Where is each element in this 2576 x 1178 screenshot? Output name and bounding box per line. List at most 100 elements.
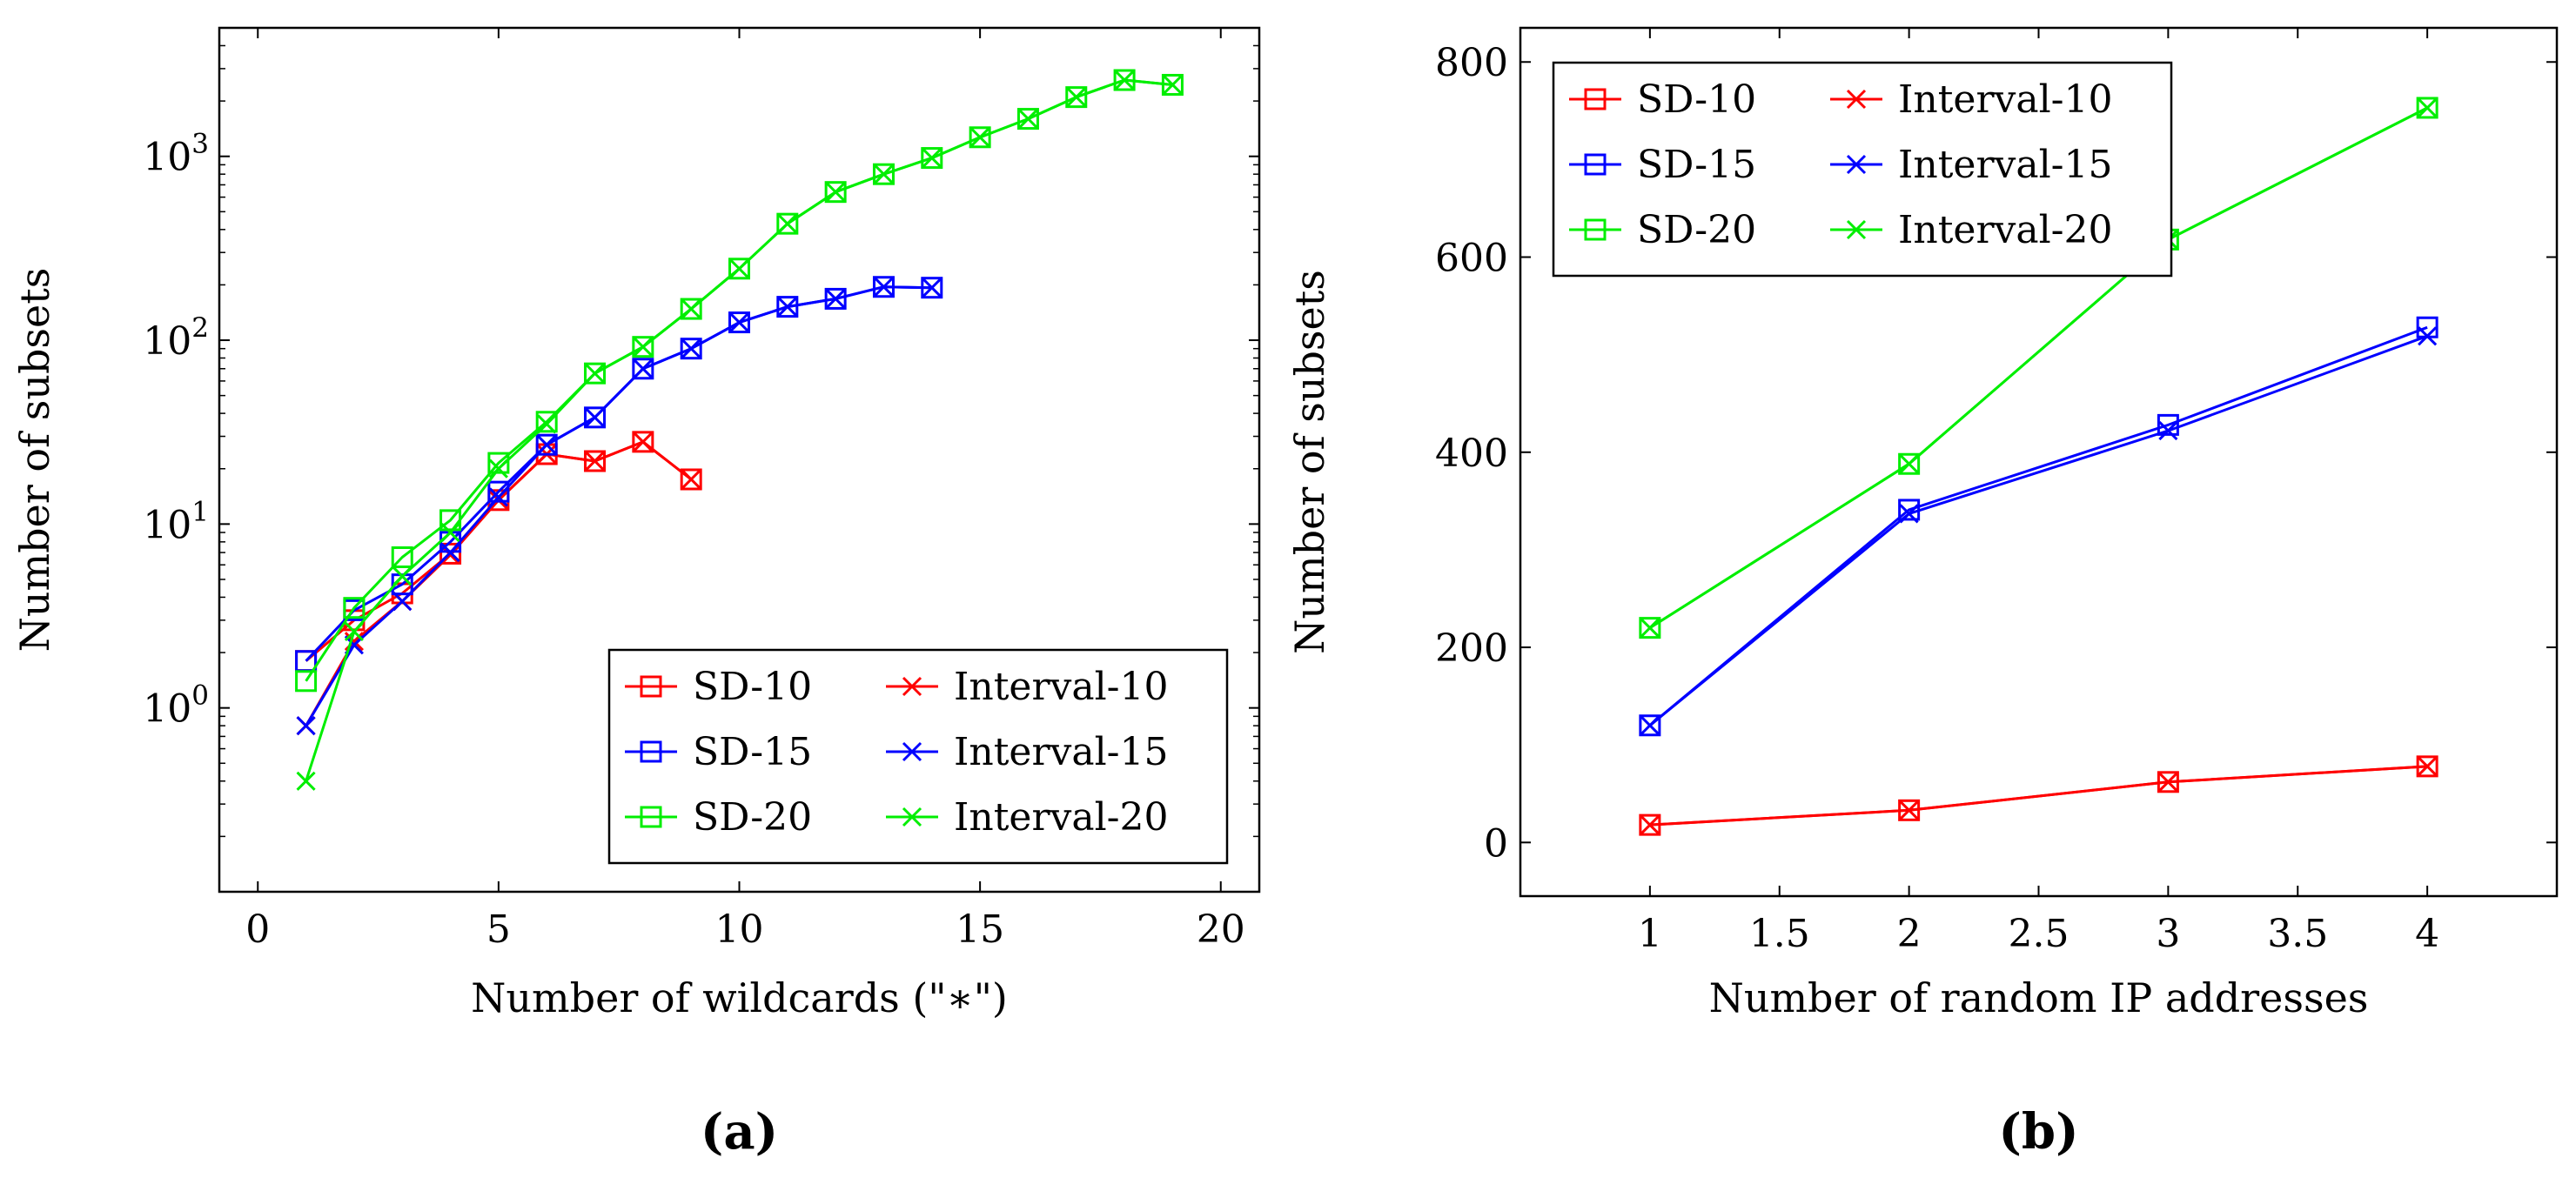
marker-cross-c1-s3-p3 bbox=[2418, 326, 2438, 346]
x-tick-label-1-0: 1 bbox=[1638, 912, 1662, 956]
y-tick-label-1-4: 800 bbox=[1435, 41, 1508, 85]
legend-label-sd-15: SD-15 bbox=[1637, 143, 1756, 187]
marker-cross-c0-s5-p8 bbox=[681, 298, 701, 319]
marker-cross-c0-s5-p15 bbox=[1018, 109, 1038, 129]
marker-square-c0-s4-p14 bbox=[969, 126, 991, 149]
marker-cross-c0-s3-plegend bbox=[902, 741, 922, 762]
y-tick-label-1-2: 400 bbox=[1435, 432, 1508, 476]
marker-cross-c0-s5-p12 bbox=[874, 164, 894, 184]
x-tick-label-0-3: 15 bbox=[956, 907, 1004, 952]
marker-cross-c0-s5-p7 bbox=[633, 337, 653, 357]
marker-square-c0-s4-p4 bbox=[487, 452, 510, 474]
x-tick-label-1-5: 3.5 bbox=[2267, 912, 2328, 956]
marker-cross-c0-s5-p16 bbox=[1066, 87, 1086, 107]
marker-cross-c0-s5-p6 bbox=[585, 364, 605, 384]
y-tick-label-0-0: 100 bbox=[143, 680, 209, 732]
marker-square-c0-s4-p0 bbox=[295, 670, 318, 693]
marker-cross-c0-s3-p4 bbox=[488, 487, 508, 507]
marker-square-c0-s4-plegend bbox=[640, 806, 662, 828]
marker-square-c1-s4-p3 bbox=[2416, 97, 2438, 119]
marker-cross-c0-s1-p7 bbox=[633, 432, 653, 452]
marker-square-c0-s4-p10 bbox=[776, 212, 799, 235]
marker-cross-c1-s5-p3 bbox=[2418, 97, 2438, 118]
legend-label-sd-20: SD-20 bbox=[1637, 208, 1756, 252]
y-tick-label-1-3: 600 bbox=[1435, 237, 1508, 281]
marker-cross-c0-s3-p6 bbox=[585, 407, 605, 427]
legend-label-sd-20: SD-20 bbox=[693, 795, 812, 840]
marker-cross-c0-s5-p14 bbox=[970, 127, 990, 147]
marker-square-c0-s0-p7 bbox=[632, 431, 654, 453]
marker-cross-c0-s3-p13 bbox=[922, 278, 942, 298]
y-tick-label-0-2: 102 bbox=[143, 312, 209, 364]
marker-cross-c0-s5-p13 bbox=[922, 148, 942, 168]
marker-square-c1-s0-plegend bbox=[1584, 88, 1607, 110]
x-tick-label-0-1: 5 bbox=[486, 907, 511, 952]
marker-cross-c0-s5-p10 bbox=[777, 214, 797, 234]
marker-square-c0-s2-plegend bbox=[640, 740, 662, 763]
marker-square-c0-s4-p16 bbox=[1065, 86, 1088, 109]
marker-square-c0-s4-p8 bbox=[680, 298, 702, 320]
marker-square-c1-s2-plegend bbox=[1584, 153, 1607, 176]
y-tick-label-1-1: 200 bbox=[1435, 626, 1508, 671]
marker-square-c0-s4-p13 bbox=[921, 147, 943, 170]
x-tick-label-1-3: 2.5 bbox=[2009, 912, 2070, 956]
marker-square-c1-s2-p2 bbox=[2157, 413, 2179, 436]
marker-square-c1-s2-p0 bbox=[1639, 714, 1661, 737]
marker-cross-c0-s5-p2 bbox=[392, 566, 413, 586]
chart-panel-b: 1 1.5 2 2.5 3 3.5 4 0 200 400 600 800 SD-10 Interval-… bbox=[1286, 26, 2559, 1161]
legend-label-sd-15: SD-15 bbox=[693, 730, 812, 774]
legend-label-interval-20: Interval-20 bbox=[954, 795, 1169, 840]
marker-square-c0-s0-p8 bbox=[680, 468, 702, 491]
marker-cross-c1-s1-p2 bbox=[2158, 772, 2178, 792]
marker-cross-c0-s5-plegend bbox=[902, 807, 922, 827]
marker-cross-c0-s3-p2 bbox=[392, 592, 413, 612]
marker-cross-c0-s3-p3 bbox=[440, 543, 460, 563]
y-axis-label-0: Number of subsets bbox=[11, 268, 58, 653]
marker-cross-c0-s3-p8 bbox=[681, 338, 701, 358]
marker-square-c0-s2-p11 bbox=[824, 287, 847, 310]
marker-cross-c0-s1-p3 bbox=[440, 545, 460, 565]
marker-square-c0-s2-p10 bbox=[776, 296, 799, 318]
marker-cross-c0-s5-p5 bbox=[537, 414, 557, 434]
chart-panel-a: 0 5 10 15 20 100 101 102 103 SD-10 Interval-10 SD-1… bbox=[11, 26, 1261, 1161]
series-line-interval-20 bbox=[1649, 106, 2428, 629]
marker-square-c0-s4-p5 bbox=[535, 411, 558, 433]
marker-cross-c1-s3-p0 bbox=[1640, 715, 1660, 735]
x-tick-label-1-1: 1.5 bbox=[1749, 912, 1810, 956]
marker-cross-c1-s5-p0 bbox=[1640, 618, 1660, 638]
marker-cross-c0-s5-p9 bbox=[729, 258, 749, 278]
marker-cross-c0-s5-p3 bbox=[440, 522, 460, 543]
marker-square-c0-s0-p3 bbox=[439, 542, 462, 565]
marker-square-c1-s4-p1 bbox=[1898, 452, 1921, 475]
marker-cross-c0-s5-p11 bbox=[826, 182, 846, 202]
marker-cross-c0-s3-p12 bbox=[874, 277, 894, 297]
marker-cross-c1-s3-plegend bbox=[1846, 154, 1867, 175]
marker-square-c0-s4-p11 bbox=[824, 181, 847, 204]
x-tick-label-0-4: 20 bbox=[1197, 907, 1245, 952]
legend-label-sd-10: SD-10 bbox=[1637, 77, 1756, 122]
marker-cross-c1-s5-p1 bbox=[1899, 454, 1919, 474]
legend-label-interval-15: Interval-15 bbox=[1898, 143, 2113, 187]
marker-cross-c0-s3-p9 bbox=[729, 312, 749, 332]
marker-cross-c0-s5-p4 bbox=[488, 458, 508, 479]
marker-square-c0-s2-p8 bbox=[680, 338, 702, 360]
marker-square-c0-s2-p7 bbox=[632, 358, 654, 380]
y-axis-label-1: Number of subsets bbox=[1286, 270, 1333, 654]
marker-cross-c0-s5-p17 bbox=[1115, 70, 1135, 90]
marker-square-c0-s0-plegend bbox=[640, 675, 662, 698]
legend-label-interval-15: Interval-15 bbox=[954, 730, 1169, 774]
marker-square-c0-s4-p6 bbox=[584, 362, 607, 385]
y-tick-label-0-1: 101 bbox=[143, 496, 209, 547]
marker-cross-c0-s3-p5 bbox=[537, 435, 557, 455]
marker-cross-c0-s1-p8 bbox=[681, 469, 701, 490]
series-line-interval-15 bbox=[1648, 334, 2428, 726]
x-tick-label-0-0: 0 bbox=[245, 907, 270, 952]
marker-square-c0-s2-p6 bbox=[584, 406, 607, 429]
series-line-sd-20 bbox=[305, 78, 1173, 682]
marker-square-c0-s2-p5 bbox=[535, 433, 558, 456]
legend-label-interval-20: Interval-20 bbox=[1898, 208, 2113, 252]
x-axis-label-0: Number of wildcards ("∗") bbox=[471, 974, 1008, 1021]
marker-cross-c1-s1-plegend bbox=[1846, 89, 1867, 110]
x-tick-label-0-2: 10 bbox=[715, 907, 764, 952]
marker-cross-c0-s3-p7 bbox=[633, 358, 653, 378]
